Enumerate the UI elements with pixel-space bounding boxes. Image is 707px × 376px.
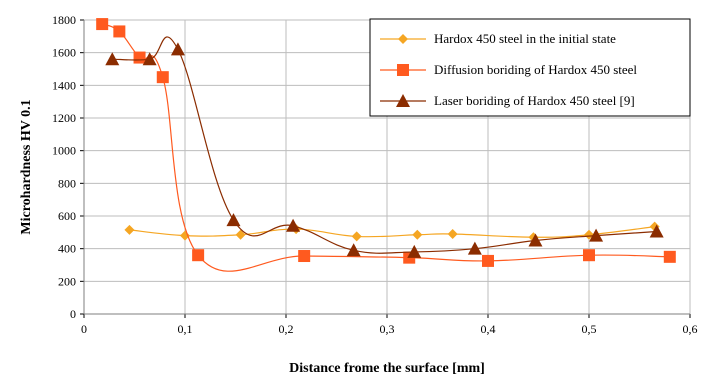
series-line [129,226,655,238]
legend-label: Laser boriding of Hardox 450 steel [9] [434,93,635,108]
data-point [412,229,423,240]
legend-entry: Laser boriding of Hardox 450 steel [9] [380,93,635,108]
legend-entry: Hardox 450 steel in the initial state [380,31,616,46]
y-tick-label: 1800 [52,13,76,27]
data-point [170,42,185,56]
data-point [133,51,146,64]
data-point [663,250,676,263]
data-point [482,254,494,267]
data-point [351,231,362,242]
x-tick-label: 0,2 [279,322,294,336]
legend-box [369,18,691,117]
series-3 [105,36,664,258]
legend-marker [397,64,409,76]
legend-entry: Diffusion boriding of Hardox 450 steel [380,62,637,77]
data-point [286,218,301,232]
y-tick-label: 1400 [52,78,76,92]
data-point [113,25,126,38]
data-point [124,224,135,235]
y-tick-label: 1200 [52,111,76,125]
data-point [346,243,361,257]
x-tick-label: 0 [81,322,87,336]
data-point [235,229,246,240]
data-point [105,52,120,66]
data-point [192,249,205,262]
data-point [298,250,311,263]
y-axis-title: Microhardness HV 0.1 [19,99,34,234]
data-point [583,249,595,262]
y-tick-label: 800 [58,176,76,190]
series-group [96,18,676,272]
data-point [649,224,664,238]
legend-label: Diffusion boriding of Hardox 450 steel [434,62,637,77]
data-point [180,230,190,241]
x-tick-label: 0,5 [582,322,597,336]
y-tick-label: 1000 [52,144,76,158]
legend-label: Hardox 450 steel in the initial state [434,31,616,46]
y-tick-label: 200 [58,274,76,288]
y-tick-label: 0 [70,307,76,321]
y-tick-label: 600 [58,209,76,223]
legend-marker [396,94,410,107]
data-point [142,52,157,66]
y-tick-label: 400 [58,242,76,256]
data-point [447,228,458,239]
tick-labels: 0 200 400 600 800 1000 1200 1400 1600 1800 0 0,1 0,2… [52,13,698,336]
data-point [226,213,241,227]
legend: Hardox 450 steel in the initial state Dif… [369,18,691,117]
x-tick-label: 0,4 [481,322,496,336]
data-point [589,228,604,242]
y-tick-label: 1600 [52,46,76,60]
data-point [96,18,109,31]
data-point [407,244,422,258]
x-tick-label: 0,3 [380,322,395,336]
x-axis-title: Distance frome the surface [mm] [289,361,485,376]
data-point [156,71,169,84]
data-point [467,241,482,255]
legend-marker [398,34,408,44]
data-point [528,233,543,247]
x-tick-label: 0,6 [683,322,698,336]
axes [80,19,691,318]
x-tick-label: 0,1 [178,322,193,336]
